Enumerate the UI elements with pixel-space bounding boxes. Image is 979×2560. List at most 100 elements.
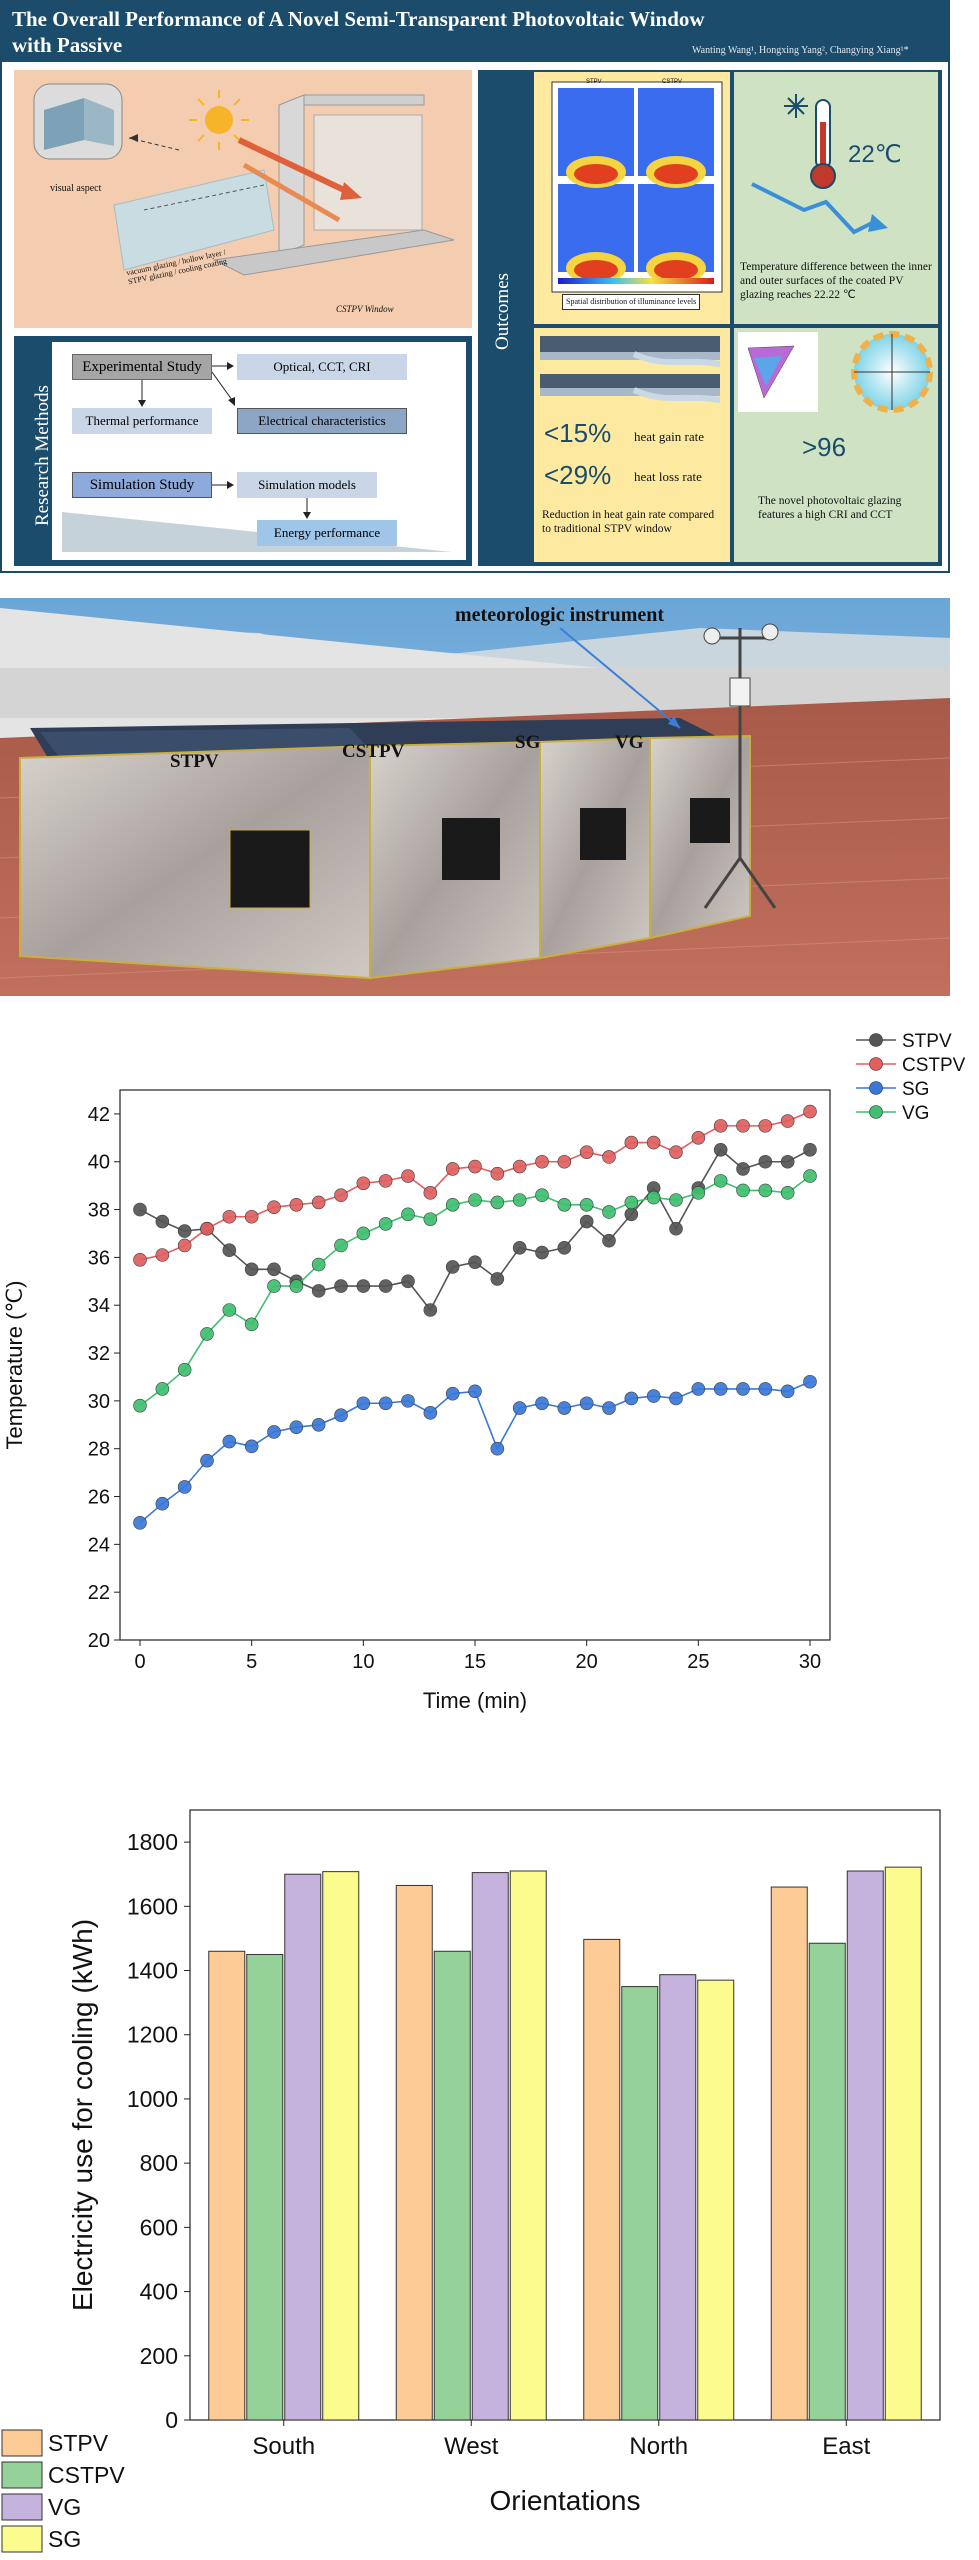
bars-group [208,1866,922,2421]
data-point [423,1303,438,1317]
data-point [200,1221,214,1236]
data-point [691,1382,706,1396]
bar-vg [659,1974,697,2421]
data-point [579,1214,594,1229]
label-stpv: STPV [170,751,219,772]
cri-caption: The novel photovoltaic glazing features … [758,495,902,521]
test-bed-photo: meteorologic instrument STPV CSTPV SG VG [0,598,950,996]
data-point [401,1207,415,1222]
bar-stpv [208,1950,246,2421]
outcomes-panel: Outcomes STPV CSTPV [478,70,942,566]
y-tick-label: 1200 [127,2022,178,2048]
data-point [624,1195,639,1210]
series-cstpv [133,1104,817,1267]
series-sg [133,1374,817,1530]
y-tick-label: 30 [88,1391,110,1413]
data-point [200,1453,214,1468]
heat-loss-label: heat loss rate [634,469,702,484]
illuminance-panel: STPV CSTPV Spatial distribution of illum… [534,72,730,324]
data-point [535,1188,549,1203]
optical-box: Optical, CCT, CRI [237,354,407,380]
data-point [646,1190,661,1205]
data-point [713,1119,728,1133]
data-point [803,1142,817,1157]
data-point [780,1384,795,1399]
bar-group-north [583,1938,735,2421]
electrical-box: Electrical characteristics [237,408,407,434]
data-point [803,1374,817,1389]
temperature-caption: Temperature difference between the inner… [740,261,932,301]
data-point [602,1150,616,1164]
x-tick-label: 0 [134,1651,145,1673]
series-line [139,1110,811,1261]
x-tick-label: East [822,2433,870,2460]
data-point [133,1202,147,1217]
data-point [758,1382,773,1396]
experimental-study-box: Experimental Study [72,354,212,380]
bar-vg [846,1870,884,2421]
y-tick-label: 24 [88,1534,110,1556]
data-point [490,1195,505,1210]
legend-label: CSTPV [902,1055,966,1076]
y-tick-label: 28 [88,1439,110,1461]
y-axis: 20 22 24 26 28 30 32 34 36 38 40 42 [88,1104,120,1652]
temperature-value: 22℃ [848,141,902,168]
data-point [512,1159,527,1174]
data-point [579,1396,594,1411]
rooftop-photo-illustration [0,598,950,996]
cstpv-window-label: CSTPV Window [336,304,394,314]
abstract-banner: The Overall Performance of A Novel Semi-… [2,2,948,83]
data-point [401,1169,415,1183]
x-tick-label: 5 [246,1651,257,1673]
data-point [736,1183,750,1198]
data-point [445,1197,460,1212]
bar-group-west [395,1870,547,2421]
cri-panel: >96 The novel photovoltaic glazing featu… [734,328,938,562]
y-tick-label: 40 [88,1152,110,1174]
data-point [758,1154,773,1169]
data-point [289,1197,304,1212]
legend-marker [869,1081,883,1095]
series-line [139,1381,811,1524]
data-point [468,1255,482,1269]
data-point [356,1279,371,1293]
data-point [177,1224,192,1238]
x-axis: South West North East [252,2420,871,2460]
data-point [758,1119,773,1133]
data-point [624,1391,639,1406]
bar-group-east [770,1866,922,2421]
data-point [535,1396,549,1411]
abstract-authors: Wanting Wang¹, Hongxing Yang², Changying… [692,45,909,56]
label-sg: SG [515,732,541,753]
data-point [222,1243,237,1258]
data-point [177,1238,192,1253]
legend-label: STPV [902,1031,952,1052]
legend-marker [869,1057,883,1071]
heatmap-label-stpv: STPV [586,79,602,85]
data-point [512,1241,527,1255]
y-axis-label: Temperature (℃) [2,1281,27,1450]
y-tick-label: 36 [88,1247,110,1269]
data-point [803,1104,817,1119]
y-tick-label: 1600 [127,1893,178,1919]
title-line-1: The Overall Performance of A Novel Semi-… [12,7,705,57]
data-point [691,1186,706,1200]
data-point [423,1406,438,1420]
data-point [512,1193,527,1207]
illustration-panel: visual aspect vacuum glazing / hollow la… [14,70,472,328]
bar-sg [509,1870,547,2421]
instrument-annotation: meteorologic instrument [455,604,665,626]
data-point [445,1260,460,1274]
data-point [736,1162,750,1176]
heat-rate-panel: <15% heat gain rate <29% heat loss rate … [534,328,730,562]
simulation-models-box: Simulation models [237,472,377,498]
energy-performance-box: Energy performance [257,520,397,546]
y-tick-label: 22 [88,1582,110,1604]
data-point [535,1154,549,1169]
plot-frame [189,1809,941,2421]
data-point [713,1174,728,1188]
data-point [423,1212,438,1226]
data-point [780,1154,795,1169]
data-point [311,1417,326,1432]
illuminance-heatmap [551,81,723,293]
